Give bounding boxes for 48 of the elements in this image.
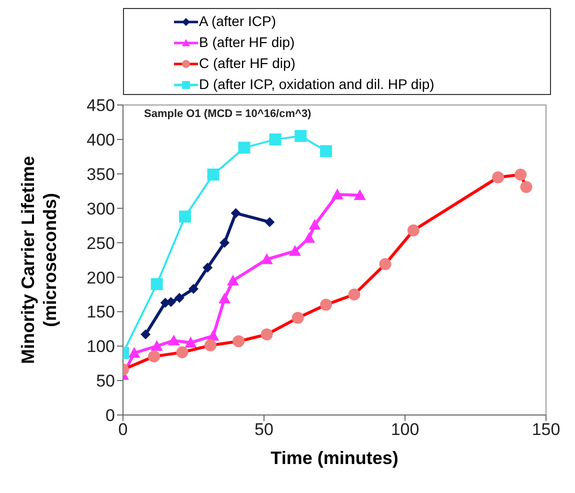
point <box>179 210 192 223</box>
x-tick-label: 50 <box>254 420 274 440</box>
annotation: Sample O1 (MCD = 10^16/cm^3) <box>144 108 312 120</box>
point <box>308 218 321 230</box>
legend-label: B (after HF dip) <box>199 33 295 52</box>
point <box>220 238 230 248</box>
y-tick-label: 400 <box>86 130 115 150</box>
y-tick-label: 50 <box>96 372 115 391</box>
point <box>174 292 184 303</box>
point <box>303 232 316 243</box>
legend-label: D (after ICP, oxidation and dil. HP dip) <box>199 75 434 94</box>
point <box>269 133 282 146</box>
point <box>354 189 366 200</box>
point <box>188 284 198 294</box>
point <box>207 168 220 181</box>
y-tick-label: 450 <box>86 96 115 116</box>
point <box>140 329 151 340</box>
point <box>226 274 239 286</box>
y-tick-label: 0 <box>106 406 115 426</box>
x-axis-title: Time (minutes) <box>270 448 400 469</box>
x-tick-label: 100 <box>390 420 420 440</box>
y-tick-label: 250 <box>86 234 115 253</box>
point <box>230 208 241 218</box>
y-axis-title: Minority Carrier Lifetime (microseconds) <box>17 154 61 366</box>
point <box>218 292 231 304</box>
point <box>168 334 180 346</box>
point <box>184 336 197 348</box>
legend-label: A (after ICP) <box>199 12 276 31</box>
point <box>150 340 163 351</box>
point <box>320 145 332 158</box>
y-tick-label: 300 <box>86 199 115 218</box>
point <box>264 217 275 228</box>
y-tick-label: 100 <box>86 337 115 356</box>
point <box>294 130 307 142</box>
point <box>150 278 163 290</box>
y-tick-label: 150 <box>86 302 115 322</box>
y-tick-label: 350 <box>86 164 115 184</box>
point <box>260 253 273 264</box>
point <box>238 142 250 154</box>
point <box>207 330 220 341</box>
point <box>289 245 302 256</box>
y-tick-label: 200 <box>86 268 115 288</box>
x-tick-label: 150 <box>532 420 560 440</box>
point <box>128 347 140 358</box>
x-tick-label: 0 <box>118 420 128 440</box>
point <box>202 262 213 273</box>
legend-label: C (after HF dip) <box>199 54 296 73</box>
point <box>331 188 344 200</box>
